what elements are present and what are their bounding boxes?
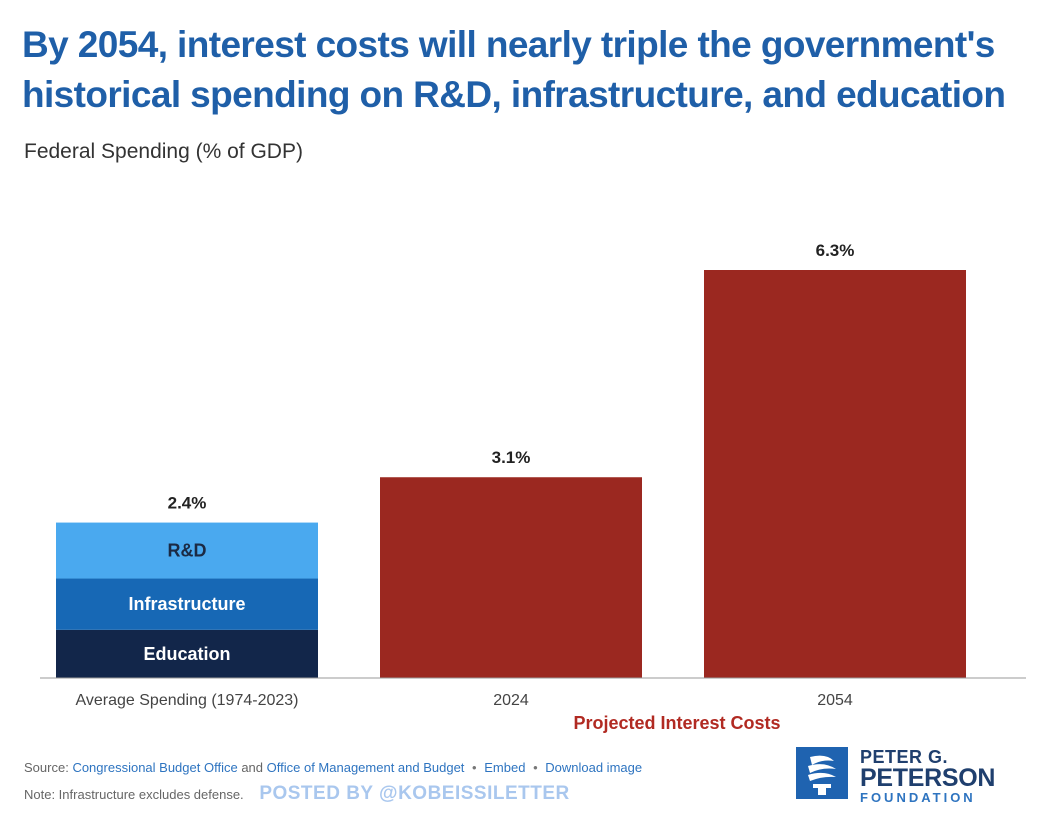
watermark-text: POSTED BY @KOBEISSILETTER (259, 783, 570, 804)
note-text: Note: Infrastructure excludes defense. (24, 787, 244, 802)
data-label: 6.3% (816, 241, 855, 260)
source-line: Source: Congressional Budget Office and … (24, 760, 642, 775)
bar-interest-2024 (380, 477, 642, 678)
source-prefix: Source: (24, 760, 69, 775)
chart-title: By 2054, interest costs will nearly trip… (22, 24, 1006, 115)
chart-subtitle: Federal Spending (% of GDP) (24, 140, 303, 163)
logo-line-3: FOUNDATION (860, 790, 976, 805)
bar-segment-infrastructure (56, 578, 318, 630)
peterson-foundation-logo: PETER G. PETERSON FOUNDATION (796, 747, 1006, 805)
bullet-separator: • (533, 760, 538, 775)
bar-chart: Education Infrastructure R&D 2.4% Average Sp… (40, 241, 1026, 733)
source-link-cbo[interactable]: Congressional Budget Office (72, 760, 238, 775)
source-and: and (241, 760, 264, 775)
torch-logo-icon (796, 747, 848, 799)
bar-segment-rd (56, 522, 318, 579)
group-label: Projected Interest Costs (573, 713, 780, 733)
logo-line-1: PETER G. (860, 747, 949, 767)
note-line: Note: Infrastructure excludes defense. P… (24, 783, 570, 805)
torch-icon (808, 755, 836, 795)
logo-line-2: PETERSON (860, 764, 996, 792)
data-label: 3.1% (492, 448, 531, 467)
segment-label: R&D (168, 541, 207, 561)
bar-interest-2054 (704, 270, 966, 678)
download-image-link[interactable]: Download image (545, 760, 643, 775)
x-tick-label: 2054 (817, 692, 853, 709)
segment-label: Infrastructure (128, 594, 245, 614)
source-link-omb[interactable]: Office of Management and Budget (266, 760, 465, 775)
bar-segment-education (56, 629, 318, 678)
segment-label: Education (143, 644, 230, 664)
x-tick-label: Average Spending (1974-2023) (76, 692, 299, 709)
x-tick-label: 2024 (493, 692, 529, 709)
embed-link[interactable]: Embed (484, 760, 526, 775)
bullet-separator: • (472, 760, 477, 775)
data-label: 2.4% (168, 494, 207, 513)
